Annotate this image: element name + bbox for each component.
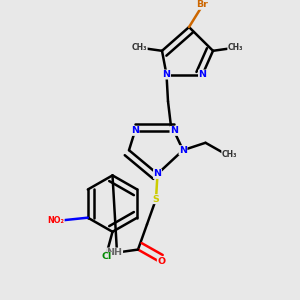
- Text: N: N: [179, 146, 187, 155]
- Text: NO₂: NO₂: [47, 216, 64, 225]
- Text: NH: NH: [106, 248, 123, 257]
- Text: Br: Br: [196, 0, 208, 9]
- Text: N: N: [170, 126, 178, 135]
- Text: N: N: [199, 70, 206, 79]
- Text: N: N: [131, 126, 139, 135]
- Text: CH₃: CH₃: [132, 43, 147, 52]
- Text: N: N: [154, 169, 161, 178]
- Text: Cl: Cl: [101, 253, 112, 262]
- Text: S: S: [153, 195, 159, 204]
- Text: N: N: [163, 70, 170, 79]
- Text: O: O: [157, 257, 166, 266]
- Text: CH₃: CH₃: [228, 43, 243, 52]
- Text: CH₃: CH₃: [222, 150, 237, 159]
